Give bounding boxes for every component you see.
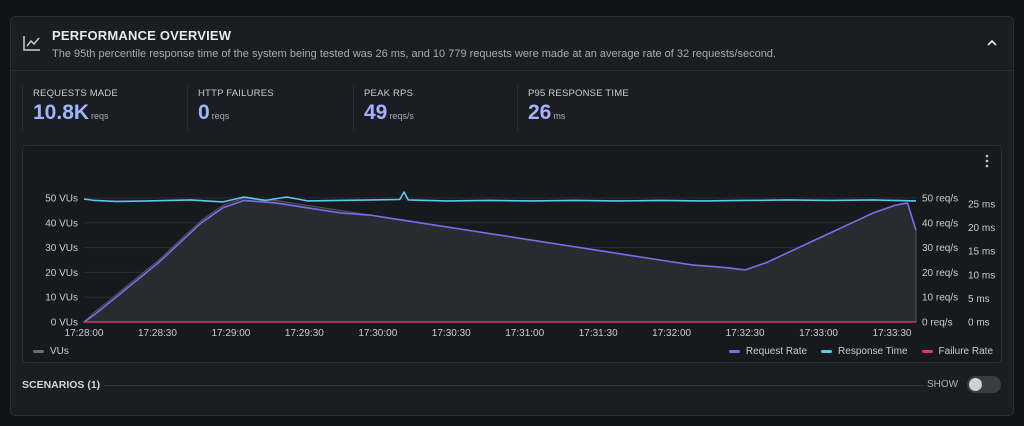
y-tick-label-ms: 15 ms [968,247,995,258]
stat-label: P95 RESPONSE TIME [528,88,629,99]
panel-header: PERFORMANCE OVERVIEW The 95th percentile… [11,17,1013,71]
legend-label: Response Time [838,346,908,357]
legend-swatch [921,350,933,353]
show-scenarios-toggle[interactable] [967,376,1001,393]
legend-label: Request Rate [745,346,808,357]
scenarios-label: SCENARIOS (1) [22,379,101,391]
panel-title: PERFORMANCE OVERVIEW [52,28,232,43]
y-tick-label-vus: 0 VUs [51,318,78,329]
legend-swatch [33,350,44,353]
vus-area [82,197,917,323]
y-tick-label-rps: 20 req/s [922,268,958,279]
y-tick-label-rps: 10 req/s [922,293,958,304]
panel-subtitle: The 95th percentile response time of the… [52,48,776,60]
y-tick-label-vus: 40 VUs [45,218,78,229]
more-options-icon[interactable] [983,154,991,168]
y-tick-label-rps: 30 req/s [922,243,958,254]
y-tick-label-rps: 40 req/s [922,218,958,229]
x-tick-label: 17:33:00 [799,328,838,339]
performance-overview-panel: PERFORMANCE OVERVIEW The 95th percentile… [10,16,1014,416]
legend-right: Request Rate Response Time Failure Rate [728,346,993,357]
x-tick-label: 17:28:00 [65,328,104,339]
x-tick-label: 17:28:30 [138,328,177,339]
legend-swatch [728,350,740,353]
x-tick-label: 17:31:30 [579,328,618,339]
y-tick-label-rps: 50 req/s [922,194,958,205]
stat-unit: ms [553,111,566,121]
x-tick-label: 17:32:00 [652,328,691,339]
x-tick-label: 17:29:30 [285,328,324,339]
stat-requests-made: REQUESTS MADE 10.8K reqs [22,85,182,131]
series-line-response-time [83,191,917,203]
stat-peak-rps: PEAK RPS 49 reqs/s [353,85,513,131]
y-tick-label-vus: 50 VUs [45,194,78,205]
x-tick-label: 17:29:00 [211,328,250,339]
scenarios-divider [104,385,924,386]
chevron-up-icon[interactable] [985,37,999,49]
x-tick-label: 17:30:00 [358,328,397,339]
y-tick-label-ms: 0 ms [968,318,990,329]
y-tick-label-ms: 5 ms [968,294,990,305]
stat-value: 0 [198,101,210,124]
stat-p95-response-time: P95 RESPONSE TIME 26 ms [517,85,697,131]
x-tick-label: 17:32:30 [726,328,765,339]
legend-label: Failure Rate [938,346,993,357]
scenarios-section: SCENARIOS (1) SHOW [11,373,1013,397]
x-tick-label: 17:33:30 [873,328,912,339]
line-chart-icon [23,36,40,51]
stat-unit: reqs [211,111,230,121]
stat-label: HTTP FAILURES [198,88,274,99]
performance-chart: 0 VUs 0 req/s 10 VUs 10 req/s 20 VUs 20 req/s… [22,145,1002,363]
stat-http-failures: HTTP FAILURES 0 reqs [187,85,347,131]
x-tick-label: 17:31:00 [505,328,544,339]
y-tick-label-vus: 30 VUs [45,243,78,254]
toggle-knob [969,378,982,391]
show-label: SHOW [927,379,959,390]
stat-label: REQUESTS MADE [33,88,118,99]
stat-value: 26 [528,101,552,124]
y-tick-label-rps: 0 req/s [922,318,953,329]
y-tick-label-ms: 25 ms [968,200,995,211]
y-tick-label-ms: 20 ms [968,223,995,234]
y-tick-label-vus: 20 VUs [45,268,78,279]
stat-unit: reqs [91,111,109,121]
legend-item-request-rate[interactable]: Request Rate [728,346,808,357]
stat-unit: reqs/s [389,111,414,121]
legend-left: VUs [33,346,69,357]
legend-swatch [821,350,833,353]
y-tick-label-vus: 10 VUs [45,293,78,304]
legend-item-failure-rate[interactable]: Failure Rate [921,346,993,357]
y-tick-label-ms: 10 ms [968,270,995,281]
stat-label: PEAK RPS [364,88,414,99]
legend-item-vus[interactable]: VUs [33,346,69,357]
stat-value: 10.8K [33,101,90,124]
legend-item-response-time[interactable]: Response Time [821,346,908,357]
x-tick-label: 17:30:30 [432,328,471,339]
legend-label: VUs [50,346,69,357]
chart-plot: 0 VUs 0 req/s 10 VUs 10 req/s 20 VUs 20 req/s… [45,191,995,339]
series-line-request-rate [83,199,917,323]
stat-value: 49 [364,101,388,124]
